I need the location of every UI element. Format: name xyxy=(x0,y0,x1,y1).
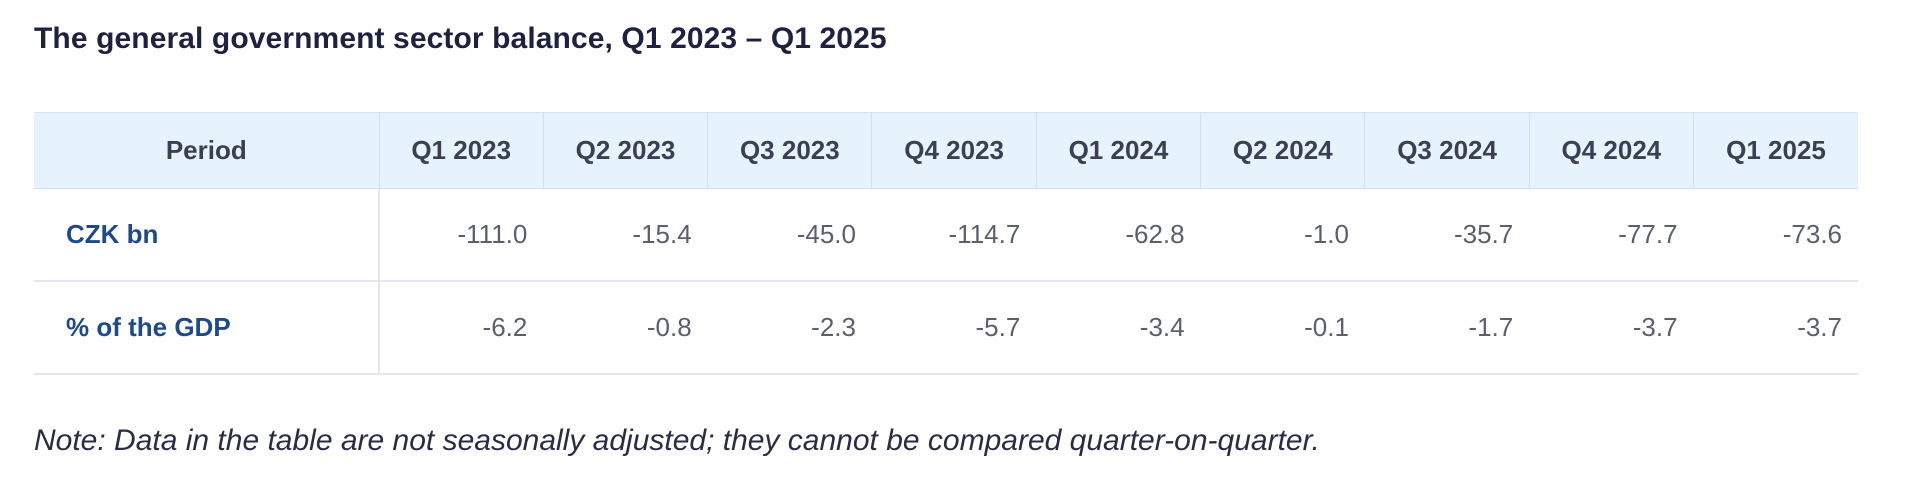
page-title: The general government sector balance, Q… xyxy=(34,22,887,55)
table-cell: -3.7 xyxy=(1693,281,1858,375)
header-row: Period Q1 2023 Q2 2023 Q3 2023 Q4 2023 Q… xyxy=(34,112,1858,189)
table-cell: -3.4 xyxy=(1036,281,1201,375)
header-quarter: Q2 2024 xyxy=(1200,112,1366,189)
table-note: Note: Data in the table are not seasonal… xyxy=(34,424,1320,457)
table-row-pct-gdp: % of the GDP -6.2 -0.8 -2.3 -5.7 -3.4 -0… xyxy=(34,281,1858,375)
header-quarter: Q4 2023 xyxy=(871,112,1037,189)
table-cell: -0.8 xyxy=(543,281,708,375)
table-row-czk-bn: CZK bn -111.0 -15.4 -45.0 -114.7 -62.8 -… xyxy=(34,188,1858,282)
balance-table: Period Q1 2023 Q2 2023 Q3 2023 Q4 2023 Q… xyxy=(34,112,1858,375)
table-cell: -3.7 xyxy=(1529,281,1694,375)
table-cell: -6.2 xyxy=(379,281,544,375)
row-label: CZK bn xyxy=(34,188,381,282)
header-period: Period xyxy=(34,112,380,189)
table-cell: -2.3 xyxy=(707,281,872,375)
table-body: CZK bn -111.0 -15.4 -45.0 -114.7 -62.8 -… xyxy=(34,188,1858,375)
table-cell: -77.7 xyxy=(1529,188,1694,282)
table-cell: -0.1 xyxy=(1200,281,1365,375)
header-quarter: Q2 2023 xyxy=(543,112,709,189)
table-cell: -35.7 xyxy=(1364,188,1530,282)
table-cell: -45.0 xyxy=(707,188,872,282)
table-cell: -15.4 xyxy=(543,188,708,282)
header-quarter: Q4 2024 xyxy=(1529,112,1695,189)
table-cell: -62.8 xyxy=(1036,188,1201,282)
header-quarter: Q1 2023 xyxy=(379,112,544,189)
header-quarter: Q1 2025 xyxy=(1693,112,1858,189)
table-cell: -1.0 xyxy=(1200,188,1365,282)
table-header: Period Q1 2023 Q2 2023 Q3 2023 Q4 2023 Q… xyxy=(34,112,1858,189)
header-quarter: Q3 2023 xyxy=(707,112,873,189)
table-cell: -111.0 xyxy=(379,188,544,282)
table-cell: -73.6 xyxy=(1693,188,1858,282)
header-quarter: Q1 2024 xyxy=(1036,112,1202,189)
header-quarter: Q3 2024 xyxy=(1364,112,1530,189)
row-label: % of the GDP xyxy=(34,281,381,375)
table-cell: -5.7 xyxy=(871,281,1037,375)
table-cell: -1.7 xyxy=(1364,281,1530,375)
table-cell: -114.7 xyxy=(871,188,1037,282)
